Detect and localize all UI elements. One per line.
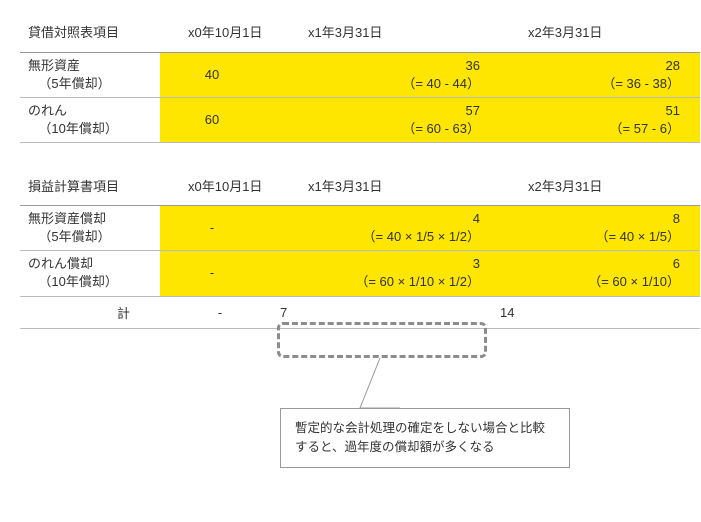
row-label-sub: （5年償却） (28, 228, 160, 246)
table1-row0-c2: 36 （= 40 - 44） (280, 52, 500, 97)
table2-header-c1: x0年10月1日 (160, 165, 280, 205)
table2-total-row: 計 - 7 14 (20, 296, 700, 328)
table2-row0-label: 無形資産償却 （5年償却） (20, 205, 160, 250)
table1-header-c1: x0年10月1日 (160, 12, 280, 52)
table2-row0-c1: - (160, 205, 280, 250)
table2-row1-c1: - (160, 251, 280, 296)
table1-row-1: のれん （10年償却） 60 57 （= 60 - 63） 51 （= 57 -… (20, 97, 700, 142)
cell-value-bot: （= 40 × 1/5） (504, 228, 680, 246)
table2-header-label: 損益計算書項目 (20, 165, 160, 205)
cell-value-top: 57 (284, 102, 480, 120)
cell-value-top: 3 (284, 255, 480, 273)
callout-text: 暫定的な会計処理の確定をしない場合と比較すると、過年度の償却額が多くなる (295, 421, 545, 454)
row-label-main: のれん償却 (28, 256, 93, 271)
cell-value-top: 36 (284, 57, 480, 75)
table2-row0-c2: 4 （= 40 × 1/5 × 1/2） (280, 205, 500, 250)
row-label-sub: （5年償却） (28, 75, 160, 93)
cell-value: 14 (500, 305, 514, 320)
table2-total-label: 計 (20, 296, 160, 328)
table1-header-label: 貸借対照表項目 (20, 12, 160, 52)
table1-row0-c3: 28 （= 36 - 38） (500, 52, 700, 97)
cell-value-top: 8 (504, 210, 680, 228)
table1-row1-c2: 57 （= 60 - 63） (280, 97, 500, 142)
cell-value-bot: （= 57 - 6） (504, 120, 680, 138)
table1-row1-c3: 51 （= 57 - 6） (500, 97, 700, 142)
cell-value-top: 28 (504, 57, 680, 75)
row-label-sub: （10年償却） (28, 120, 160, 138)
table2-row1-c2: 3 （= 60 × 1/10 × 1/2） (280, 251, 500, 296)
page-wrap: 貸借対照表項目 x0年10月1日 x1年3月31日 x2年3月31日 無形資産 … (20, 12, 681, 329)
table2-row1-c3: 6 （= 60 × 1/10） (500, 251, 700, 296)
callout-box: 暫定的な会計処理の確定をしない場合と比較すると、過年度の償却額が多くなる (280, 408, 570, 468)
table1-row-0: 無形資産 （5年償却） 40 36 （= 40 - 44） 28 （= 36 -… (20, 52, 700, 97)
cell-value-top: 4 (284, 210, 480, 228)
cell-value: - (164, 264, 260, 282)
row-label-main: 無形資産償却 (28, 211, 106, 226)
table-gap (20, 143, 681, 165)
table2-total-c1: - (160, 296, 280, 328)
table2-total-c2: 7 (280, 296, 500, 328)
cell-value-bot: （= 40 × 1/5 × 1/2） (284, 228, 480, 246)
table2-header-c2: x1年3月31日 (280, 165, 500, 205)
table2-header-c3: x2年3月31日 (500, 165, 700, 205)
row-label-main: のれん (28, 103, 67, 118)
table2-header-row: 損益計算書項目 x0年10月1日 x1年3月31日 x2年3月31日 (20, 165, 700, 205)
table1-row1-label: のれん （10年償却） (20, 97, 160, 142)
table1-header-c2: x1年3月31日 (280, 12, 500, 52)
cell-value: 40 (164, 66, 260, 84)
row-label-sub: （10年償却） (28, 273, 160, 291)
table2-row0-c3: 8 （= 40 × 1/5） (500, 205, 700, 250)
table2-total-c3: 14 (500, 296, 700, 328)
table1-header-row: 貸借対照表項目 x0年10月1日 x1年3月31日 x2年3月31日 (20, 12, 700, 52)
table1-row0-label: 無形資産 （5年償却） (20, 52, 160, 97)
cell-value-bot: （= 60 × 1/10 × 1/2） (284, 273, 480, 291)
cell-value-bot: （= 60 × 1/10） (504, 273, 680, 291)
cell-value-top: 51 (504, 102, 680, 120)
table1-row1-c1: 60 (160, 97, 280, 142)
cell-value-top: 6 (504, 255, 680, 273)
table2-row1-label: のれん償却 （10年償却） (20, 251, 160, 296)
cell-value-bot: （= 36 - 38） (504, 75, 680, 93)
cell-value: 7 (280, 305, 287, 320)
cell-value-bot: （= 40 - 44） (284, 75, 480, 93)
table2-row-0: 無形資産償却 （5年償却） - 4 （= 40 × 1/5 × 1/2） 8 （… (20, 205, 700, 250)
table1-row0-c1: 40 (160, 52, 280, 97)
cell-value: - (218, 305, 222, 320)
balance-sheet-table: 貸借対照表項目 x0年10月1日 x1年3月31日 x2年3月31日 無形資産 … (20, 12, 700, 143)
table1-header-c3: x2年3月31日 (500, 12, 700, 52)
row-label-main: 無形資産 (28, 58, 80, 73)
cell-value: 60 (164, 111, 260, 129)
table2-row-1: のれん償却 （10年償却） - 3 （= 60 × 1/10 × 1/2） 6 … (20, 251, 700, 296)
cell-value: - (164, 219, 260, 237)
pl-table: 損益計算書項目 x0年10月1日 x1年3月31日 x2年3月31日 無形資産償… (20, 165, 700, 328)
cell-value-bot: （= 60 - 63） (284, 120, 480, 138)
